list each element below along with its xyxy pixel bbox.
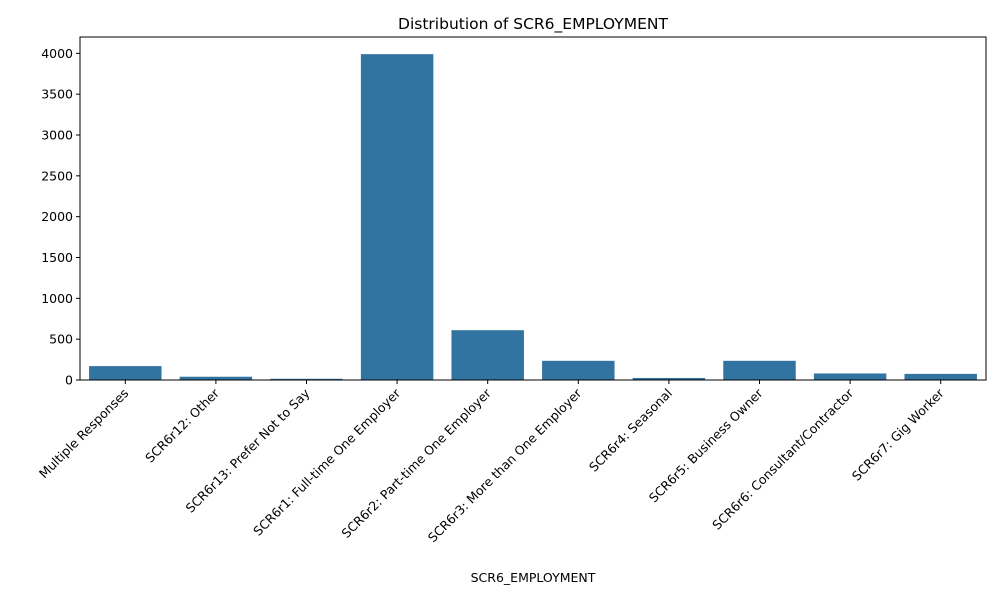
- bar-6: [632, 377, 706, 380]
- x-tick-label-3: SCR6r1: Full-time One Employer: [250, 385, 404, 539]
- bar-1: [179, 376, 253, 380]
- y-tick-label-3: 1500: [41, 250, 73, 265]
- x-tick-label-5: SCR6r3: More than One Employer: [425, 385, 585, 545]
- bar-8: [813, 373, 887, 380]
- x-tick-label-8: SCR6r6: Consultant/Contractor: [709, 385, 857, 533]
- y-tick-label-0: 0: [65, 373, 73, 388]
- plot-frame: [79, 36, 987, 381]
- y-tick-label-1: 500: [49, 332, 73, 347]
- y-tick-label-8: 4000: [41, 46, 73, 61]
- bar-4: [451, 330, 524, 380]
- bar-7: [723, 360, 796, 380]
- bar-3: [360, 54, 434, 381]
- bar-0: [89, 366, 162, 380]
- x-tick-label-6: SCR6r4: Seasonal: [586, 386, 675, 475]
- bar-2: [270, 378, 343, 380]
- x-axis-ticks: Multiple Responses SCR6r12: OtherSCR6r13:…: [36, 380, 948, 545]
- y-tick-label-6: 3000: [41, 128, 73, 143]
- bar-9: [904, 373, 977, 380]
- bar-5: [542, 360, 615, 380]
- y-tick-label-2: 1000: [41, 291, 73, 306]
- y-axis-ticks: 0 500 1000 1500 2000 2500 3000 3500 4000: [41, 46, 80, 388]
- x-tick-label-0: Multiple Responses: [36, 386, 132, 482]
- y-tick-label-5: 2500: [41, 168, 73, 183]
- x-tick-label-9: SCR6r7: Gig Worker: [849, 385, 948, 484]
- x-tick-label-1: SCR6r12: Other: [142, 385, 223, 466]
- bars-group: [89, 54, 977, 381]
- x-tick-label-4: SCR6r2: Part-time One Employer: [338, 385, 494, 541]
- chart-title: Distribution of SCR6_EMPLOYMENT: [398, 15, 668, 34]
- y-tick-label-7: 3500: [41, 87, 73, 102]
- x-axis-label: SCR6_EMPLOYMENT: [471, 570, 596, 585]
- y-tick-label-4: 2000: [41, 209, 73, 224]
